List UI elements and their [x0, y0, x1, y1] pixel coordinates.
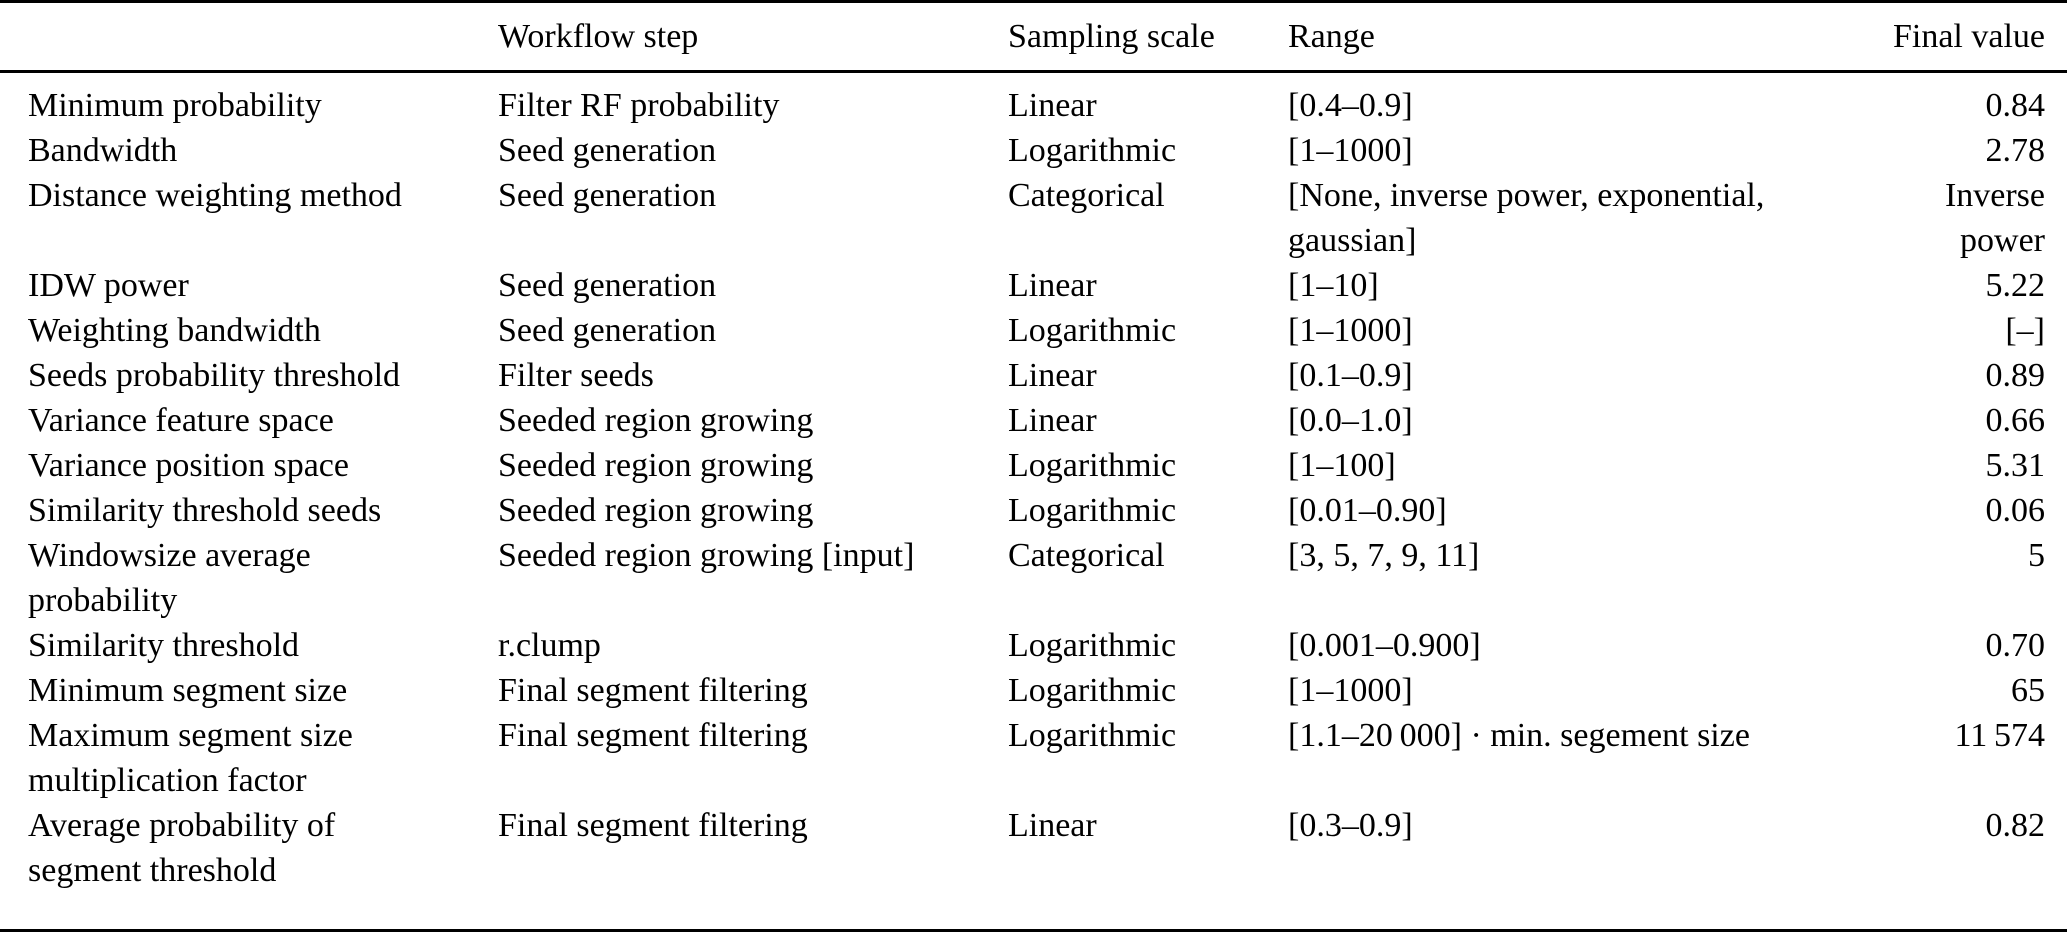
sampling-scale: Logarithmic [1008, 312, 1177, 349]
workflow-step: Seeded region growing [498, 492, 814, 529]
parameter-name: Maximum segment size multiplication fact… [28, 717, 353, 799]
workflow-step: Seeded region growing [498, 447, 814, 484]
final-value: 11 574 [1954, 717, 2045, 754]
table-row: Distance weighting method Seed generatio… [0, 173, 2067, 263]
sampling-scale: Linear [1008, 402, 1097, 439]
header-workflow-step: Workflow step [470, 1, 980, 73]
parameter-name: Minimum probability [28, 87, 322, 124]
workflow-step: Seeded region growing [input] [498, 537, 915, 574]
table-row: Variance position space Seeded region gr… [0, 443, 2067, 488]
table-row: Similarity threshold r.clump Logarithmic… [0, 623, 2067, 668]
range: [None, inverse power, exponential, gauss… [1288, 177, 1765, 259]
workflow-step: Final segment filtering [498, 807, 808, 844]
final-value: [–] [2005, 312, 2045, 349]
table-row: Minimum probability Filter RF probabilit… [0, 72, 2067, 129]
range: [3, 5, 7, 9, 11] [1288, 537, 1480, 574]
sampling-scale: Categorical [1008, 537, 1165, 574]
workflow-step: Final segment filtering [498, 672, 808, 709]
range: [1.1–20 000] · min. segement size [1288, 717, 1750, 754]
table-row: Average probability of segment threshold… [0, 803, 2067, 931]
workflow-step: Final segment filtering [498, 717, 808, 754]
workflow-step: Seed generation [498, 132, 717, 169]
sampling-scale: Categorical [1008, 177, 1165, 214]
table-row: IDW power Seed generation Linear [1–10] … [0, 263, 2067, 308]
table-row: Bandwidth Seed generation Logarithmic [1… [0, 128, 2067, 173]
sampling-scale: Linear [1008, 807, 1097, 844]
parameter-name: Similarity threshold seeds [28, 492, 382, 529]
parameter-name: Distance weighting method [28, 177, 402, 214]
range: [0.1–0.9] [1288, 357, 1413, 394]
final-value: 5.31 [1985, 447, 2046, 484]
final-value: 5.22 [1985, 267, 2046, 304]
range: [1–1000] [1288, 312, 1413, 349]
range: [0.3–0.9] [1288, 807, 1413, 844]
parameter-name: Weighting bandwidth [28, 312, 321, 349]
workflow-step: Seed generation [498, 312, 717, 349]
sampling-scale: Logarithmic [1008, 492, 1177, 529]
table-row: Maximum segment size multiplication fact… [0, 713, 2067, 803]
final-value: 2.78 [1985, 132, 2046, 169]
range: [1–10] [1288, 267, 1379, 304]
workflow-step: Seeded region growing [498, 402, 814, 439]
sampling-scale: Logarithmic [1008, 627, 1177, 664]
table-row: Minimum segment size Final segment filte… [0, 668, 2067, 713]
final-value: 0.70 [1985, 627, 2046, 664]
sampling-scale: Linear [1008, 357, 1097, 394]
sampling-scale: Logarithmic [1008, 447, 1177, 484]
final-value: 65 [2011, 672, 2045, 709]
range: [0.4–0.9] [1288, 87, 1413, 124]
final-value: Inverse power [1944, 177, 2045, 259]
parameter-name: Variance feature space [28, 402, 334, 439]
range: [1–100] [1288, 447, 1396, 484]
table-body: Minimum probability Filter RF probabilit… [0, 72, 2067, 931]
header-range: Range [1260, 1, 1820, 73]
parameter-name: IDW power [28, 267, 189, 304]
range: [1–1000] [1288, 132, 1413, 169]
header-final-value: Final value [1820, 1, 2067, 73]
final-value: 5 [2028, 537, 2045, 574]
table-row: Seeds probability threshold Filter seeds… [0, 353, 2067, 398]
table-header: Workflow step Sampling scale Range Final… [0, 1, 2067, 73]
final-value: 0.66 [1985, 402, 2046, 439]
parameter-name: Minimum segment size [28, 672, 348, 709]
table-row: Variance feature space Seeded region gro… [0, 398, 2067, 443]
parameter-name: Bandwidth [28, 132, 178, 169]
header-parameter [0, 1, 470, 73]
final-value: 0.89 [1985, 357, 2046, 394]
sampling-scale: Linear [1008, 267, 1097, 304]
workflow-step: r.clump [498, 627, 601, 664]
sampling-scale: Logarithmic [1008, 717, 1177, 754]
table-row: Weighting bandwidth Seed generation Loga… [0, 308, 2067, 353]
table-row: Similarity threshold seeds Seeded region… [0, 488, 2067, 533]
sampling-scale: Logarithmic [1008, 672, 1177, 709]
parameter-name: Average probability of segment threshold [28, 807, 336, 889]
sampling-scale: Linear [1008, 87, 1097, 124]
sampling-scale: Logarithmic [1008, 132, 1177, 169]
final-value: 0.84 [1985, 87, 2046, 124]
parameter-name: Windowsize average probability [28, 537, 311, 619]
workflow-step: Seed generation [498, 177, 717, 214]
parameter-name: Variance position space [28, 447, 349, 484]
final-value: 0.82 [1985, 807, 2046, 844]
range: [0.0–1.0] [1288, 402, 1413, 439]
workflow-step: Seed generation [498, 267, 717, 304]
header-sampling-scale: Sampling scale [980, 1, 1260, 73]
header-row: Workflow step Sampling scale Range Final… [0, 1, 2067, 73]
workflow-step: Filter seeds [498, 357, 654, 394]
range: [1–1000] [1288, 672, 1413, 709]
range: [0.001–0.900] [1288, 627, 1481, 664]
final-value: 0.06 [1985, 492, 2046, 529]
workflow-step: Filter RF probability [498, 87, 780, 124]
table-row: Windowsize average probability Seeded re… [0, 533, 2067, 623]
range: [0.01–0.90] [1288, 492, 1447, 529]
parameter-name: Similarity threshold [28, 627, 300, 664]
parameter-name: Seeds probability threshold [28, 357, 401, 394]
